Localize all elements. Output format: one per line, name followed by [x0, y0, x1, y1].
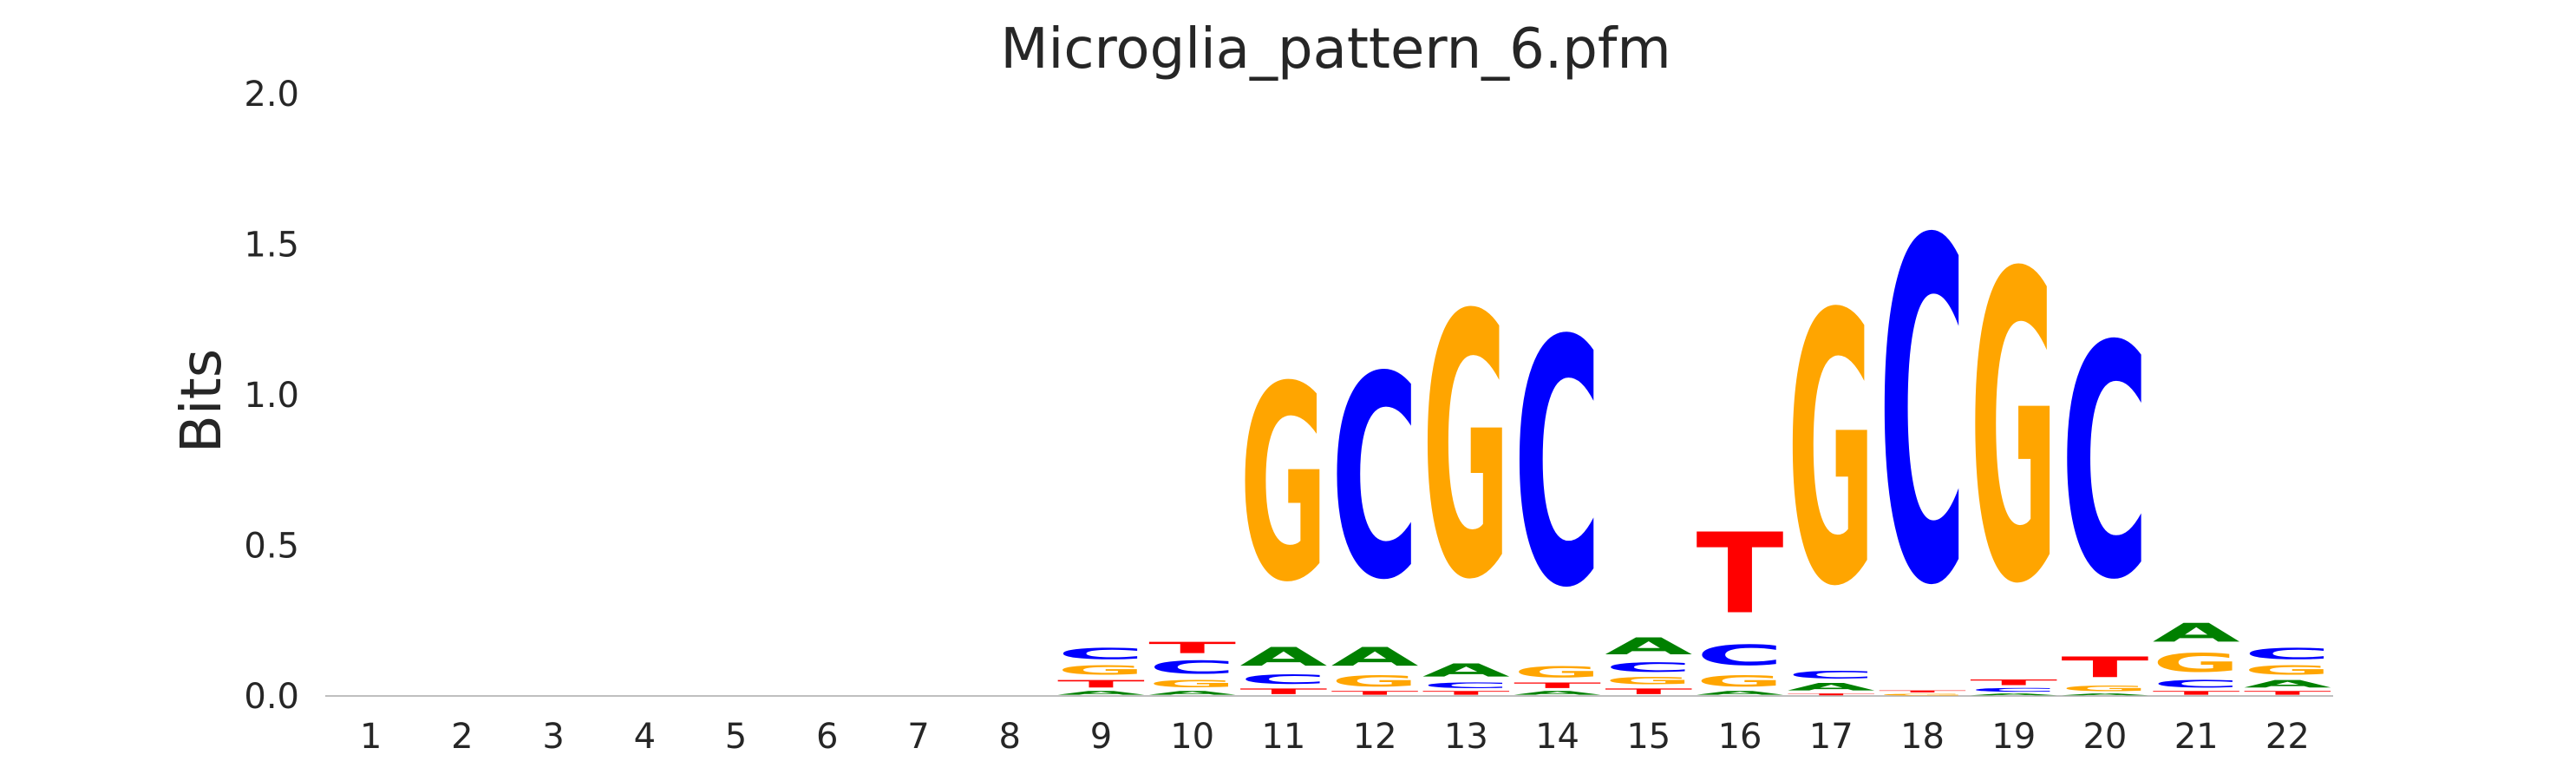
- x-tick-label: 17: [1809, 717, 1854, 757]
- logo-letter-a: A: [1057, 690, 1146, 696]
- y-tick-label: 2.0: [244, 75, 299, 115]
- x-tick-label: 3: [542, 717, 564, 757]
- x-tick-label: 19: [1991, 717, 2036, 757]
- y-tick-label: 0.0: [244, 677, 299, 717]
- logo-letter-t: T: [1422, 690, 1510, 696]
- logo-letter-c: C: [1697, 639, 1784, 672]
- logo-letter-a: A: [1970, 693, 2057, 696]
- chart-title: Microglia_pattern_6.pfm: [1000, 17, 1670, 82]
- logo-letter-t: T: [1148, 639, 1236, 657]
- logo-letter-t: T: [1057, 678, 1145, 690]
- logo-letter-a: A: [1697, 690, 1785, 696]
- x-tick-label: 7: [907, 717, 929, 757]
- logo-letter-t: T: [1970, 678, 2057, 686]
- logo-letter-g: G: [2244, 663, 2331, 678]
- x-tick-label: 6: [816, 717, 838, 757]
- logo-letter-a: A: [1605, 633, 1692, 660]
- logo-letter-a: A: [1514, 690, 1602, 696]
- logo-letter-c: C: [2061, 279, 2148, 650]
- x-tick-label: 10: [1170, 717, 1214, 757]
- x-tick-label: 18: [1900, 717, 1945, 757]
- logo-letter-t: T: [1697, 509, 1784, 639]
- x-tick-label: 11: [1261, 717, 1305, 757]
- y-tick-label: 1.0: [244, 376, 299, 416]
- logo-letter-c: C: [1422, 681, 1510, 690]
- logo-letter-t: T: [1788, 693, 1875, 696]
- y-tick-label: 0.5: [244, 527, 299, 567]
- logo-letter-a: A: [1331, 642, 1419, 672]
- logo-letter-g: G: [2153, 648, 2240, 678]
- logo-letter-g: G: [1148, 678, 1236, 690]
- logo-letter-t: T: [2244, 690, 2331, 696]
- logo-letter-g: G: [1514, 663, 1601, 681]
- x-tick-label: 21: [2174, 717, 2219, 757]
- x-tick-label: 5: [725, 717, 747, 757]
- logo-letter-c: C: [1057, 645, 1145, 663]
- logo-letter-c: C: [1788, 669, 1875, 681]
- x-tick-label: 20: [2082, 717, 2127, 757]
- logo-letter-a: A: [2061, 693, 2148, 696]
- logo-letter-g: G: [1605, 675, 1692, 687]
- logo-letters: ATGCAGCTTCAGTGACTCAGATGCTGCAAGCTTACGGTCA…: [1057, 142, 2331, 696]
- logo-letter-t: T: [1879, 690, 1966, 692]
- logo-letter-c: C: [1239, 672, 1327, 686]
- logo-letter-a: A: [1422, 660, 1510, 681]
- x-tick-label: 4: [634, 717, 656, 757]
- logo-letter-g: G: [1057, 663, 1145, 678]
- logo-letter-t: T: [1331, 690, 1419, 696]
- logo-letter-a: A: [2153, 618, 2240, 647]
- y-ticks: 0.0 0.5 1.0 1.5 2.0: [244, 75, 299, 717]
- y-tick-label: 1.5: [244, 226, 299, 266]
- logo-letter-t: T: [1514, 681, 1601, 690]
- x-tick-label: 22: [2265, 717, 2310, 757]
- logo-letter-t: T: [2153, 690, 2240, 696]
- x-tick-label: 12: [1353, 717, 1397, 757]
- x-tick-label: 2: [451, 717, 473, 757]
- logo-letter-c: C: [1605, 660, 1692, 675]
- x-tick-label: 14: [1535, 717, 1579, 757]
- x-tick-label: 16: [1718, 717, 1762, 757]
- logo-letter-g: G: [1331, 672, 1419, 690]
- logo-letter-g: G: [1879, 693, 1966, 696]
- logo-letter-t: T: [1605, 687, 1692, 696]
- logo-letter-c: C: [1331, 318, 1419, 641]
- logo-letter-g: G: [1697, 672, 1784, 690]
- logo-letter-g: G: [2061, 684, 2148, 692]
- logo-letter-a: A: [1788, 681, 1875, 693]
- logo-letter-t: T: [2061, 651, 2148, 684]
- logo-letter-a: A: [2244, 678, 2331, 690]
- logo-letter-g: G: [1422, 240, 1510, 660]
- x-tick-label: 13: [1444, 717, 1488, 757]
- logo-letter-g: G: [1788, 237, 1875, 668]
- x-tick-label: 1: [360, 717, 382, 757]
- logo-letter-a: A: [1148, 690, 1237, 696]
- logo-letter-c: C: [1514, 268, 1601, 661]
- logo-letter-t: T: [1239, 687, 1327, 696]
- logo-letter-g: G: [1970, 185, 2057, 676]
- logo-letter-g: G: [1239, 330, 1327, 641]
- x-tick-label: 9: [1090, 717, 1112, 757]
- x-ticks: 1 2 3 4 5 6 7 8 9 10 11 12 13 14 15 16 17 18 19 20 21 22: [360, 717, 2310, 757]
- logo-letter-c: C: [2244, 645, 2331, 663]
- logo-letter-a: A: [1239, 642, 1327, 672]
- logo-letter-c: C: [2153, 678, 2240, 690]
- logo-letter-c: C: [1148, 657, 1236, 678]
- x-tick-label: 15: [1626, 717, 1670, 757]
- logo-letter-c: C: [1879, 142, 1966, 688]
- logo-letter-c: C: [1970, 687, 2057, 693]
- y-axis-label: Bits: [170, 349, 234, 453]
- x-tick-label: 8: [998, 717, 1020, 757]
